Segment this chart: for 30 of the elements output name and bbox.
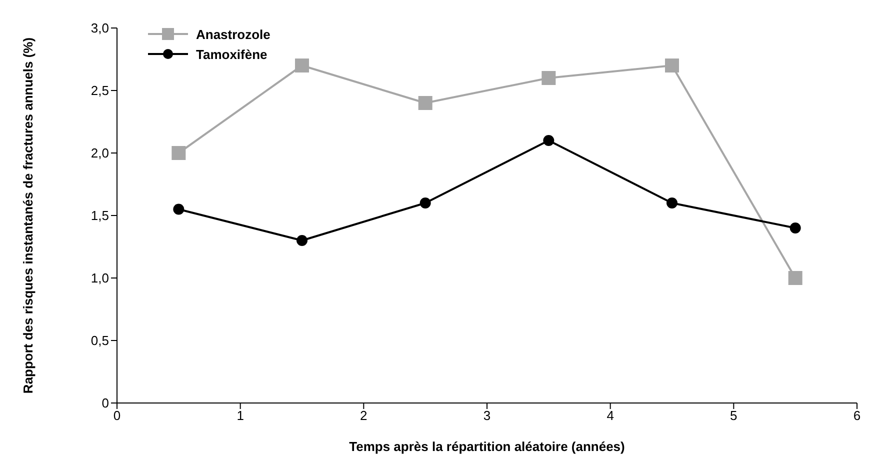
point — [418, 96, 432, 110]
point — [788, 271, 802, 285]
point — [172, 146, 186, 160]
y-tick-label: 1,0 — [90, 270, 109, 286]
point — [420, 198, 431, 208]
x-tick-label: 0 — [113, 408, 121, 424]
x-tick-label: 6 — [853, 408, 861, 424]
point — [296, 235, 308, 246]
y-tick-label: 3,0 — [90, 20, 109, 36]
y-tick-label: 0 — [102, 396, 109, 411]
x-tick-label: 2 — [360, 408, 368, 424]
y-tick-label: 2,5 — [90, 83, 109, 98]
legend-label: Anastrozole — [196, 26, 270, 42]
x-tick-label: 1 — [236, 408, 244, 424]
y-tick-label: 1,5 — [90, 208, 109, 224]
point — [173, 204, 184, 215]
y-tick-label: 2,0 — [90, 146, 109, 161]
x-tick-label: 5 — [730, 408, 738, 424]
point — [665, 58, 679, 72]
point — [543, 135, 554, 146]
x-axis-title: Temps après la répartition aléatoire (années) — [349, 439, 625, 454]
y-axis-title: Rapport des risques instantanés de fractures annuels (%) — [20, 37, 36, 394]
point — [542, 71, 556, 85]
x-tick-label: 3 — [483, 408, 491, 424]
point — [295, 58, 309, 72]
point — [790, 222, 801, 234]
legend-label: Tamoxifène — [196, 46, 268, 62]
x-tick-label: 4 — [606, 408, 614, 424]
y-tick-label: 0,5 — [90, 333, 109, 348]
point — [666, 198, 678, 208]
